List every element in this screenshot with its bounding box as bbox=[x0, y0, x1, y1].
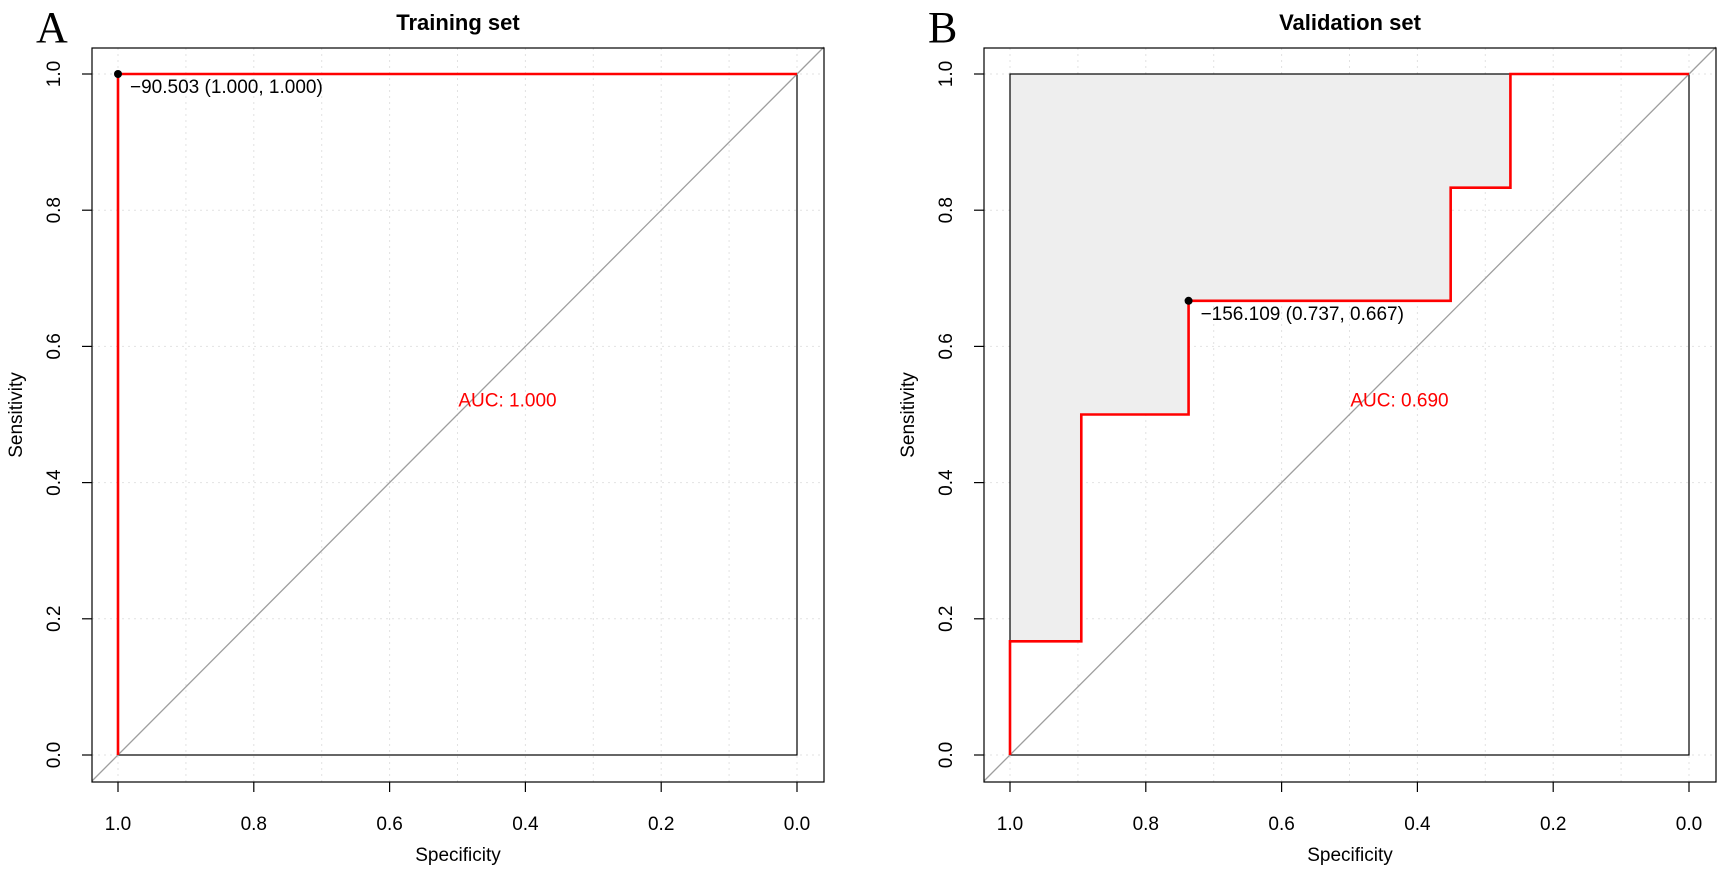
y-tick-label: 0.6 bbox=[44, 333, 65, 359]
x-tick-label: 0.4 bbox=[1404, 814, 1431, 835]
auc-label: AUC: 0.690 bbox=[1350, 391, 1448, 412]
chart-title: Validation set bbox=[1279, 10, 1421, 35]
y-axis-label: Sensitivity bbox=[6, 372, 27, 458]
axes-box bbox=[91, 47, 825, 783]
x-tick-label: 0.2 bbox=[648, 814, 674, 835]
threshold-point bbox=[114, 70, 122, 78]
y-tick-label: 1.0 bbox=[936, 61, 957, 87]
diagonal-line bbox=[983, 46, 1717, 782]
diagonal-line bbox=[91, 46, 825, 782]
x-axis-label: Specificity bbox=[415, 845, 501, 866]
x-tick-label: 1.0 bbox=[105, 814, 131, 835]
x-tick-label: 0.8 bbox=[1133, 814, 1159, 835]
x-tick-label: 0.0 bbox=[784, 814, 810, 835]
y-tick-label: 0.8 bbox=[936, 197, 957, 223]
y-tick-label: 0.4 bbox=[44, 469, 65, 496]
auc-label: AUC: 1.000 bbox=[458, 391, 556, 412]
x-tick-label: 1.0 bbox=[997, 814, 1023, 835]
y-tick-label: 0.8 bbox=[44, 197, 65, 223]
axes-box bbox=[983, 47, 1717, 783]
y-tick-label: 0.6 bbox=[936, 333, 957, 359]
y-tick-label: 1.0 bbox=[44, 61, 65, 87]
panel-letter: B bbox=[928, 3, 957, 52]
x-tick-label: 0.4 bbox=[512, 814, 539, 835]
auc-polygon bbox=[1010, 74, 1689, 755]
x-tick-label: 0.2 bbox=[1540, 814, 1566, 835]
threshold-point bbox=[1184, 296, 1193, 305]
y-tick-label: 0.4 bbox=[936, 469, 957, 496]
y-tick-label: 0.2 bbox=[44, 606, 65, 632]
threshold-label: −90.503 (1.000, 1.000) bbox=[130, 77, 323, 98]
x-tick-label: 0.0 bbox=[1676, 814, 1702, 835]
unit-square bbox=[1009, 73, 1690, 756]
panel-letter: A bbox=[36, 3, 68, 52]
grid bbox=[92, 48, 824, 782]
x-tick-label: 0.8 bbox=[241, 814, 267, 835]
y-tick-label: 0.2 bbox=[936, 606, 957, 632]
y-axis-label: Sensitivity bbox=[898, 372, 919, 458]
chart-title: Training set bbox=[396, 10, 520, 35]
y-tick-label: 0.0 bbox=[44, 742, 65, 768]
x-tick-label: 0.6 bbox=[1268, 814, 1294, 835]
roc-panel-b: B Validation set 1.0 0.8 0.6 0.4 0.2 0.0 0.0 0.2 0… bbox=[898, 3, 1717, 866]
y-tick-label: 0.0 bbox=[936, 742, 957, 768]
x-axis-label: Specificity bbox=[1307, 845, 1393, 866]
x-tick-label: 0.6 bbox=[376, 814, 402, 835]
threshold-label: −156.109 (0.737, 0.667) bbox=[1201, 304, 1404, 325]
roc-panel-a: A Training set 1.0 0.8 0.6 0.4 0.2 0.0 0.0 0.2 0.4… bbox=[6, 3, 825, 866]
